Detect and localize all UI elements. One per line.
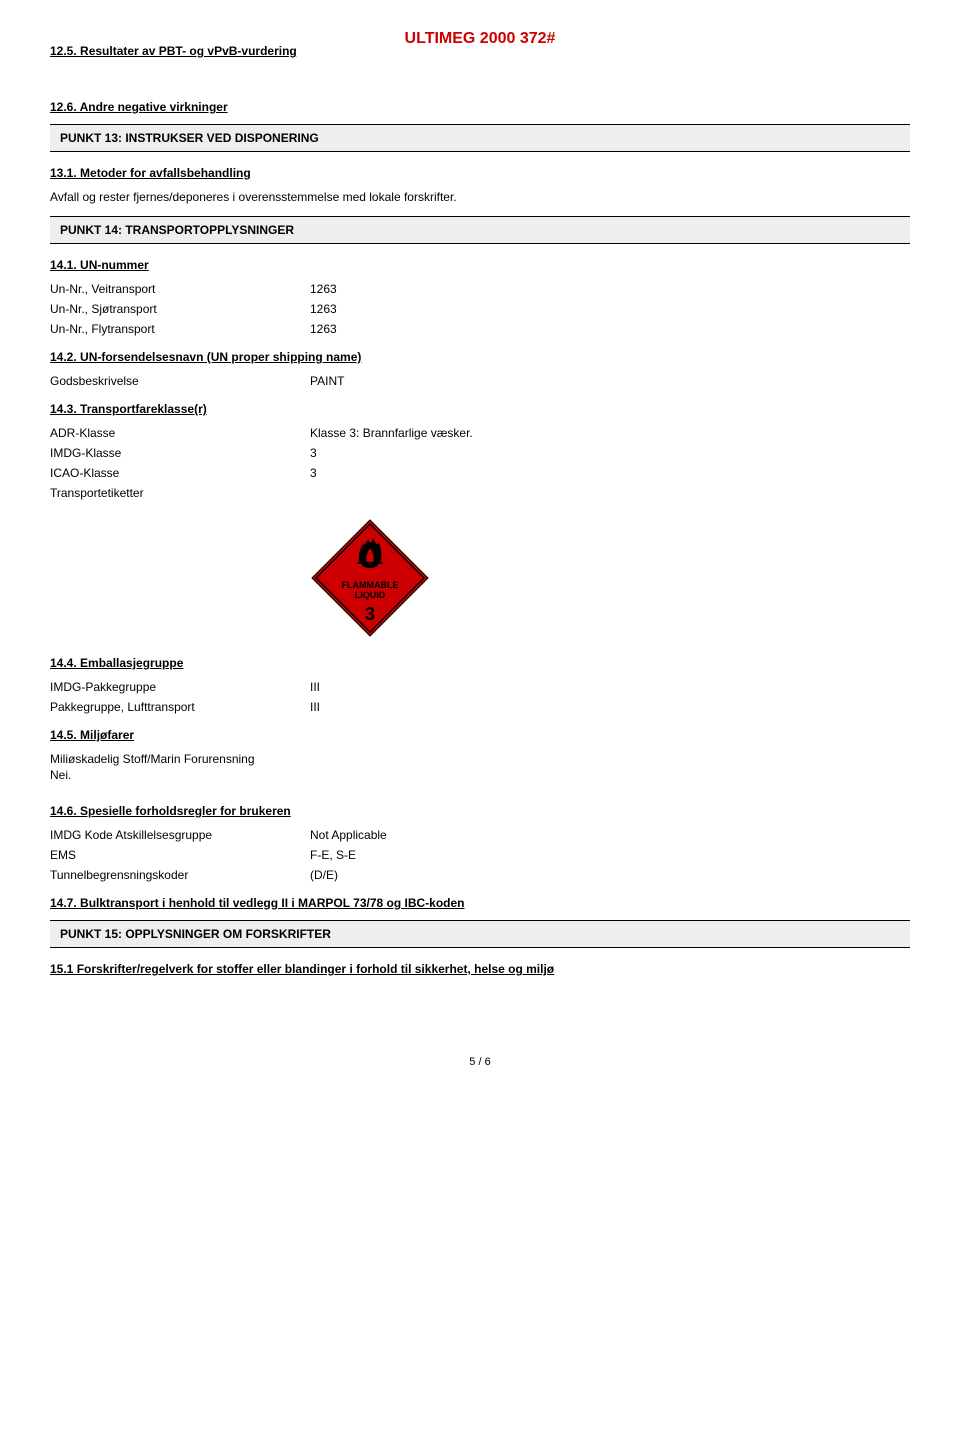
row-gods: Godsbeskrivelse PAINT: [50, 374, 910, 388]
heading-15-1: 15.1 Forskrifter/regelverk for stoffer e…: [50, 962, 910, 976]
value-imdg-pakke: III: [310, 680, 910, 694]
heading-14-2: 14.2. UN-forsendelsesnavn (UN proper shi…: [50, 350, 910, 364]
value-gods: PAINT: [310, 374, 910, 388]
heading-14-4: 14.4. Emballasjegruppe: [50, 656, 910, 670]
row-un-vei: Un-Nr., Veitransport 1263: [50, 282, 910, 296]
heading-12-6: 12.6. Andre negative virkninger: [50, 100, 910, 114]
heading-14-5: 14.5. Miljøfarer: [50, 728, 910, 742]
heading-14-7: 14.7. Bulktransport i henhold til vedleg…: [50, 896, 910, 910]
punkt-14-box: PUNKT 14: TRANSPORTOPPLYSNINGER: [50, 216, 910, 244]
label-un-sjo: Un-Nr., Sjøtransport: [50, 302, 310, 316]
value-imdg-klasse: 3: [310, 446, 910, 460]
value-luft: III: [310, 700, 910, 714]
heading-14-1: 14.1. UN-nummer: [50, 258, 910, 272]
value-adr: Klasse 3: Brannfarlige væsker.: [310, 426, 910, 440]
heading-14-3: 14.3. Transportfareklasse(r): [50, 402, 910, 416]
label-luft: Pakkegruppe, Lufttransport: [50, 700, 310, 714]
label-gods: Godsbeskrivelse: [50, 374, 310, 388]
row-un-fly: Un-Nr., Flytransport 1263: [50, 322, 910, 336]
label-tunnel: Tunnelbegrensningskoder: [50, 868, 310, 882]
heading-14-6: 14.6. Spesielle forholdsregler for bruke…: [50, 804, 910, 818]
label-adr: ADR-Klasse: [50, 426, 310, 440]
label-ems: EMS: [50, 848, 310, 862]
value-un-fly: 1263: [310, 322, 910, 336]
row-tunnel: Tunnelbegrensningskoder (D/E): [50, 868, 910, 882]
label-un-vei: Un-Nr., Veitransport: [50, 282, 310, 296]
row-luft: Pakkegruppe, Lufttransport III: [50, 700, 910, 714]
label-imdg-kode: IMDG Kode Atskillelsesgruppe: [50, 828, 310, 842]
row-transportetiketter: Transportetiketter: [50, 486, 910, 500]
label-imdg-pakke: IMDG-Pakkegruppe: [50, 680, 310, 694]
row-adr: ADR-Klasse Klasse 3: Brannfarlige væsker…: [50, 426, 910, 440]
heading-13-1: 13.1. Metoder for avfallsbehandling: [50, 166, 910, 180]
label-imdg-klasse: IMDG-Klasse: [50, 446, 310, 460]
hazard-class: 3: [365, 604, 375, 624]
row-imdg-kode: IMDG Kode Atskillelsesgruppe Not Applica…: [50, 828, 910, 842]
value-icao: 3: [310, 466, 910, 480]
value-imdg-kode: Not Applicable: [310, 828, 910, 842]
punkt-13-box: PUNKT 13: INSTRUKSER VED DISPONERING: [50, 124, 910, 152]
value-tunnel: (D/E): [310, 868, 910, 882]
row-imdg-pakke: IMDG-Pakkegruppe III: [50, 680, 910, 694]
hazard-diamond-flammable: FLAMMABLE LIQUID 3: [310, 518, 430, 638]
hazard-text1: FLAMMABLE: [342, 580, 399, 590]
label-icao: ICAO-Klasse: [50, 466, 310, 480]
row-un-sjo: Un-Nr., Sjøtransport 1263: [50, 302, 910, 316]
label-un-fly: Un-Nr., Flytransport: [50, 322, 310, 336]
value-ems: F-E, S-E: [310, 848, 910, 862]
row-ems: EMS F-E, S-E: [50, 848, 910, 862]
row-icao: ICAO-Klasse 3: [50, 466, 910, 480]
para-miljo2: Nei.: [50, 768, 910, 782]
hazard-text2: LIQUID: [355, 590, 386, 600]
page-footer: 5 / 6: [50, 1056, 910, 1068]
para-miljo1: Miliøskadelig Stoff/Marin Forurensning: [50, 752, 910, 766]
value-un-vei: 1263: [310, 282, 910, 296]
para-avfall: Avfall og rester fjernes/deponeres i ove…: [50, 190, 910, 204]
value-un-sjo: 1263: [310, 302, 910, 316]
row-imdg-klasse: IMDG-Klasse 3: [50, 446, 910, 460]
punkt-15-box: PUNKT 15: OPPLYSNINGER OM FORSKRIFTER: [50, 920, 910, 948]
label-transportetiketter: Transportetiketter: [50, 486, 310, 500]
document-title: ULTIMEG 2000 372#: [0, 30, 960, 48]
